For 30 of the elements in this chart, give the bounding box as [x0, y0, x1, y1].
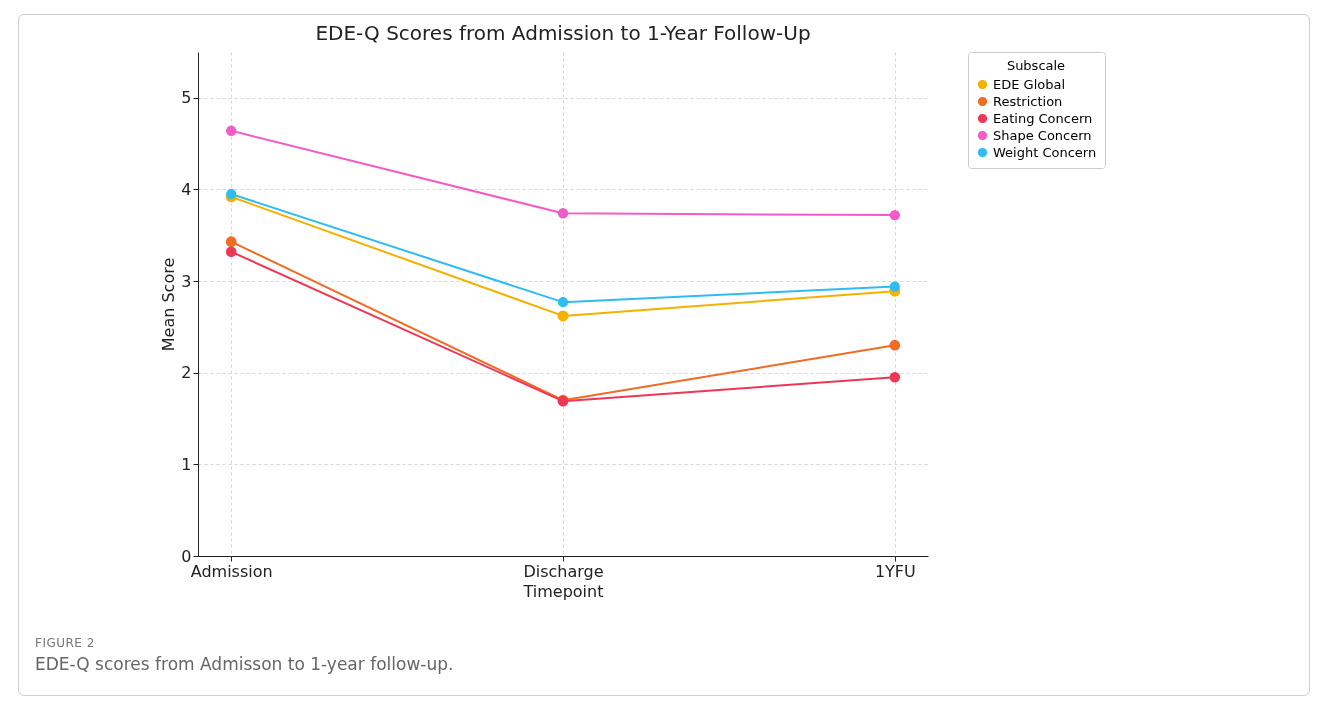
y-tick-label: 4 — [181, 179, 192, 199]
x-axis-title: Timepoint — [522, 581, 604, 601]
x-tick-label: Discharge — [523, 561, 604, 581]
point — [225, 246, 237, 258]
legend-label: Shape Concern — [993, 127, 1092, 143]
point — [889, 339, 901, 351]
point — [889, 281, 900, 292]
x-tick-label: Admission — [190, 561, 273, 581]
text: EDE-Q scores from Admisson to 1-year follow-up. — [35, 654, 454, 674]
point — [557, 310, 569, 322]
legend-label: Weight Concern — [993, 144, 1097, 160]
legend-label: Eating Concern — [993, 110, 1093, 126]
legend-label: EDE Global — [993, 76, 1066, 92]
legend-title: Subscale — [1006, 58, 1066, 73]
y-axis-title: Mean Score — [159, 257, 179, 352]
y-tick-label: 3 — [181, 271, 192, 291]
point — [225, 236, 237, 248]
point — [557, 208, 569, 219]
x-tick-label: 1YFU — [874, 561, 916, 581]
chart-title: EDE-Q Scores from Admission to 1-Year Follow-Up — [315, 20, 811, 45]
y-tick-label: 2 — [181, 363, 192, 383]
caption: FIGURE 2 — [35, 636, 96, 650]
point — [889, 209, 901, 221]
point — [557, 297, 569, 308]
point — [225, 125, 237, 136]
point — [889, 372, 901, 383]
y-tick-label: 5 — [181, 88, 192, 108]
y-tick-label: 0 — [181, 546, 192, 566]
legend-label: Restriction — [993, 93, 1063, 109]
y-tick-label: 1 — [181, 454, 192, 474]
